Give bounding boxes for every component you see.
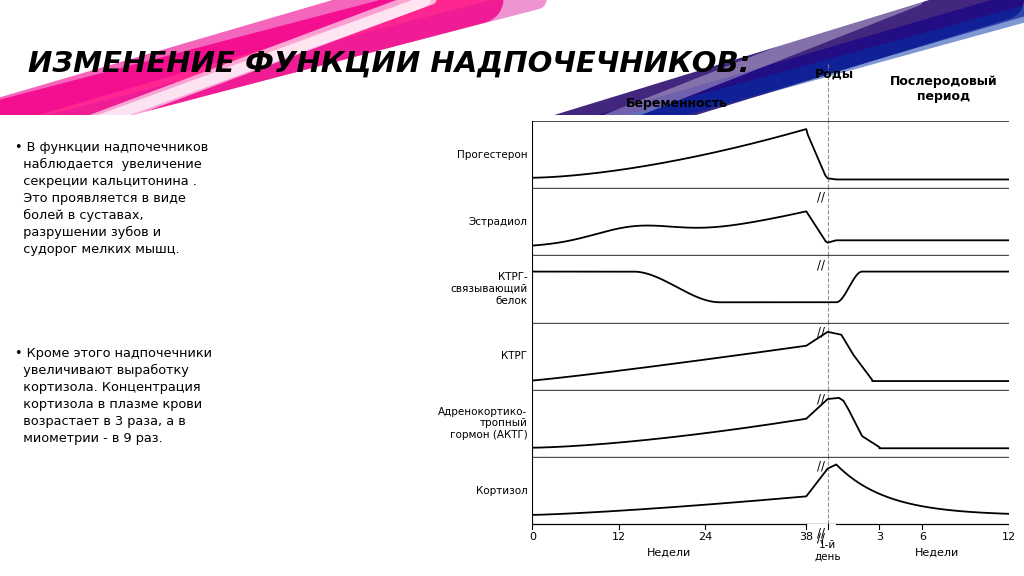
Text: 0: 0 bbox=[529, 532, 536, 541]
Text: Эстрадиол: Эстрадиол bbox=[468, 217, 527, 227]
Text: //: // bbox=[816, 527, 824, 540]
Text: Недели: Недели bbox=[914, 548, 958, 558]
Text: Роды: Роды bbox=[815, 67, 854, 80]
Text: Недели: Недели bbox=[647, 548, 691, 558]
Text: 1-й
день: 1-й день bbox=[814, 540, 841, 562]
Text: 3: 3 bbox=[876, 532, 883, 541]
Text: //: // bbox=[816, 191, 824, 204]
Text: Беременность: Беременность bbox=[626, 97, 728, 110]
Text: Прогестерон: Прогестерон bbox=[457, 150, 527, 160]
Text: Адренокортико-
тропный
гормон (АКТГ): Адренокортико- тропный гормон (АКТГ) bbox=[438, 407, 527, 440]
Text: 6: 6 bbox=[919, 532, 926, 541]
Text: КТРГ-
связывающий
белок: КТРГ- связывающий белок bbox=[451, 272, 527, 305]
Text: 24: 24 bbox=[698, 532, 713, 541]
Text: //: // bbox=[816, 258, 824, 271]
Text: • Кроме этого надпочечники
  увеличивают выработку
  кортизола. Концентрация
  к: • Кроме этого надпочечники увеличивают в… bbox=[15, 347, 212, 445]
Text: Кортизол: Кортизол bbox=[475, 486, 527, 495]
Text: //: // bbox=[816, 460, 824, 473]
Text: • В функции надпочечников
  наблюдается  увеличение
  секреции кальцитонина .
  : • В функции надпочечников наблюдается ув… bbox=[15, 141, 209, 256]
Text: 12: 12 bbox=[1001, 532, 1016, 541]
Text: ИЗМЕНЕНИЕ ФУНКЦИИ НАДПОЧЕЧНИКОВ:: ИЗМЕНЕНИЕ ФУНКЦИИ НАДПОЧЕЧНИКОВ: bbox=[28, 50, 751, 77]
Text: Послеродовый
период: Послеродовый период bbox=[890, 75, 997, 103]
Text: КТРГ: КТРГ bbox=[502, 351, 527, 361]
Text: 12: 12 bbox=[612, 532, 626, 541]
Text: //: // bbox=[816, 532, 824, 545]
Text: 38: 38 bbox=[799, 532, 813, 541]
Text: //: // bbox=[816, 392, 824, 406]
Text: //: // bbox=[816, 325, 824, 338]
